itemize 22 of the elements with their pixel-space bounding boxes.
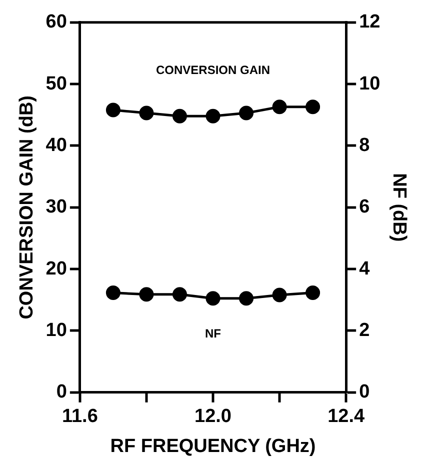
x-axis-title: RF FREQUENCY (GHz) [110, 436, 316, 457]
x-tick-label: 12.0 [194, 406, 232, 428]
y-tick-label: 20 [46, 258, 67, 280]
y-tick-label: 0 [56, 382, 67, 403]
x-tick-label: 11.6 [62, 406, 98, 428]
y2-axis-title: NF (dB) [388, 173, 410, 242]
y2-tick-label: 4 [359, 258, 370, 280]
x-tick-label: 12.4 [328, 406, 365, 428]
y-tick-label: 30 [46, 196, 67, 218]
y2-tick-label: 0 [359, 382, 370, 403]
y2-tick-label: 8 [359, 134, 370, 156]
y-tick-label: 10 [46, 320, 67, 341]
text: CONVERSION GAIN [156, 63, 270, 78]
y2-tick-label: 6 [359, 196, 370, 218]
y-axis-title: CONVERSION GAIN (dB) [16, 96, 38, 320]
y2-tick-label: 10 [359, 73, 380, 94]
series-label: NF [205, 326, 221, 341]
y2-tick-label: 2 [359, 320, 370, 341]
y-tick-label: 50 [46, 73, 67, 94]
y-tick-label: 60 [46, 12, 67, 33]
y-tick-label: 40 [46, 134, 67, 156]
y2-tick-label: 12 [359, 12, 380, 33]
